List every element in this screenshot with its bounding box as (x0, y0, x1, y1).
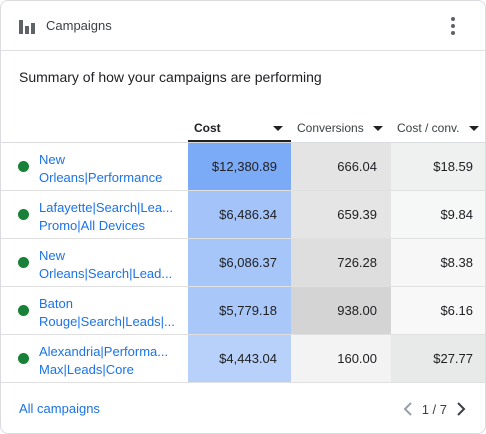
cost-per-conv-cell: $27.77 (391, 335, 485, 382)
cost-per-conv-cell: $6.16 (391, 287, 485, 334)
chevron-right-icon[interactable] (453, 400, 469, 418)
pagination: 1 / 7 (400, 400, 469, 418)
more-vert-icon[interactable] (443, 16, 463, 36)
conversions-cell: 659.39 (291, 191, 391, 238)
cost-per-conv-cell: $8.38 (391, 239, 485, 286)
cost-cell: $5,779.18 (188, 287, 291, 334)
card-header: Campaigns (1, 1, 485, 51)
cost-cell: $6,086.37 (188, 239, 291, 286)
status-enabled-icon (18, 161, 29, 172)
all-campaigns-link[interactable]: All campaigns (19, 401, 100, 416)
conversions-cell: 938.00 (291, 287, 391, 334)
header-divider (1, 142, 485, 143)
conversions-cell: 666.04 (291, 143, 391, 190)
cost-cell: $12,380.89 (188, 143, 291, 190)
page-indicator: 1 / 7 (421, 401, 447, 417)
cost-cell: $4,443.04 (188, 335, 291, 382)
conversions-cell: 160.00 (291, 335, 391, 382)
status-enabled-icon (18, 353, 29, 364)
column-header-cost[interactable]: Cost (188, 114, 291, 142)
status-enabled-icon (18, 305, 29, 316)
campaign-name-link[interactable]: New Orleans|Search|Lead... (39, 248, 173, 281)
cost-per-conv-cell: $9.84 (391, 191, 485, 238)
campaign-name-link[interactable]: Baton Rouge|Search|Leads|... (39, 296, 175, 329)
table-row: New Orleans|Search|Lead... $6,086.37 726.… (1, 239, 485, 287)
cost-cell: $6,486.34 (188, 191, 291, 238)
sort-arrow-icon (273, 125, 283, 131)
column-header-conversions[interactable]: Conversions (291, 114, 391, 142)
bar-chart-icon (19, 18, 35, 34)
campaign-name-link[interactable]: New Orleans|Performance (39, 152, 163, 185)
table-row: Lafayette|Search|Lea... Promo|All Devices… (1, 191, 485, 239)
table-row: Alexandria|Performa... Max|Leads|Core $4,… (1, 335, 485, 383)
status-enabled-icon (18, 257, 29, 268)
campaign-table: New Orleans|Performance $12,380.89 666.04… (1, 143, 485, 383)
dropdown-arrow-icon (469, 125, 479, 131)
chevron-left-icon[interactable] (400, 400, 416, 418)
conversions-cell: 726.28 (291, 239, 391, 286)
campaign-name-link[interactable]: Alexandria|Performa... Max|Leads|Core (39, 344, 169, 377)
card-subtitle: Summary of how your campaigns are perfor… (19, 69, 322, 85)
cost-per-conv-cell: $18.59 (391, 143, 485, 190)
table-row: Baton Rouge|Search|Leads|... $5,779.18 93… (1, 287, 485, 335)
dropdown-arrow-icon (373, 125, 383, 131)
status-enabled-icon (18, 209, 29, 220)
column-header-cost-per-conv[interactable]: Cost / conv. (391, 114, 485, 142)
campaign-name-link[interactable]: Lafayette|Search|Lea... Promo|All Devices (39, 200, 173, 233)
table-row: New Orleans|Performance $12,380.89 666.04… (1, 143, 485, 191)
card-title: Campaigns (46, 18, 112, 33)
